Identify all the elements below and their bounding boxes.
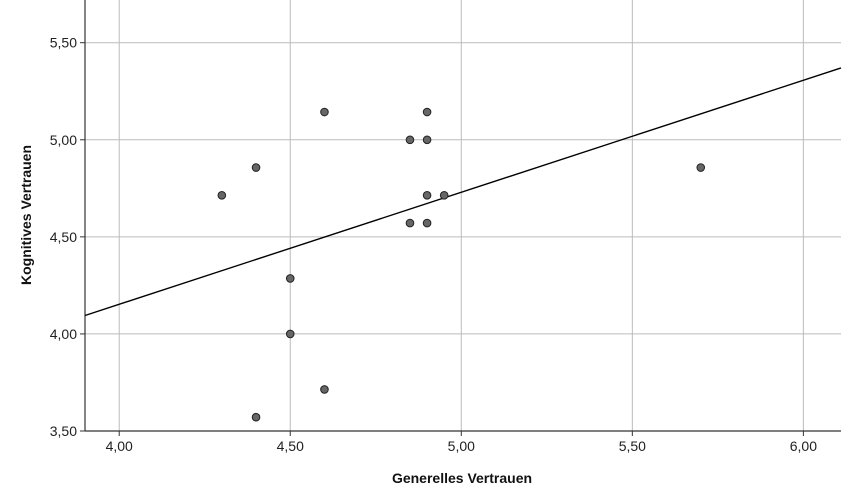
data-point	[251, 163, 261, 172]
data-point	[320, 385, 329, 394]
data-point	[251, 412, 261, 422]
data-point	[405, 218, 415, 228]
data-point	[285, 329, 295, 339]
y-tick-label: 4,50	[50, 229, 77, 245]
data-point	[422, 135, 432, 145]
data-point	[696, 163, 706, 172]
data-point	[217, 191, 227, 200]
data-point	[422, 107, 432, 117]
data-point	[320, 107, 329, 117]
x-axis-title: Generelles Vertrauen	[392, 470, 532, 486]
tick-labels: 4,00 4,50 5,00 5,50 6,00 3,50 4,00 4,50 5,00 5,50	[50, 35, 817, 454]
x-tick-label: 6,00	[790, 438, 817, 454]
grid-lines	[85, 0, 841, 432]
data-point	[285, 274, 295, 283]
data-point	[422, 218, 432, 228]
axes	[80, 0, 841, 436]
x-tick-label: 4,00	[106, 438, 133, 454]
y-tick-label: 5,50	[50, 35, 77, 51]
y-tick-label: 4,00	[50, 326, 77, 342]
y-axis-title: Kognitives Vertrauen	[18, 145, 34, 285]
x-tick-label: 5,50	[619, 438, 646, 454]
data-points	[217, 107, 706, 422]
data-point	[405, 135, 415, 145]
data-point	[439, 191, 449, 200]
x-tick-label: 5,00	[448, 438, 475, 454]
y-tick-label: 5,00	[50, 132, 77, 148]
y-tick-label: 3,50	[50, 423, 77, 439]
fit-line	[84, 67, 842, 317]
data-point	[422, 191, 432, 200]
x-tick-label: 4,50	[277, 438, 304, 454]
fit-line-group	[84, 67, 842, 317]
